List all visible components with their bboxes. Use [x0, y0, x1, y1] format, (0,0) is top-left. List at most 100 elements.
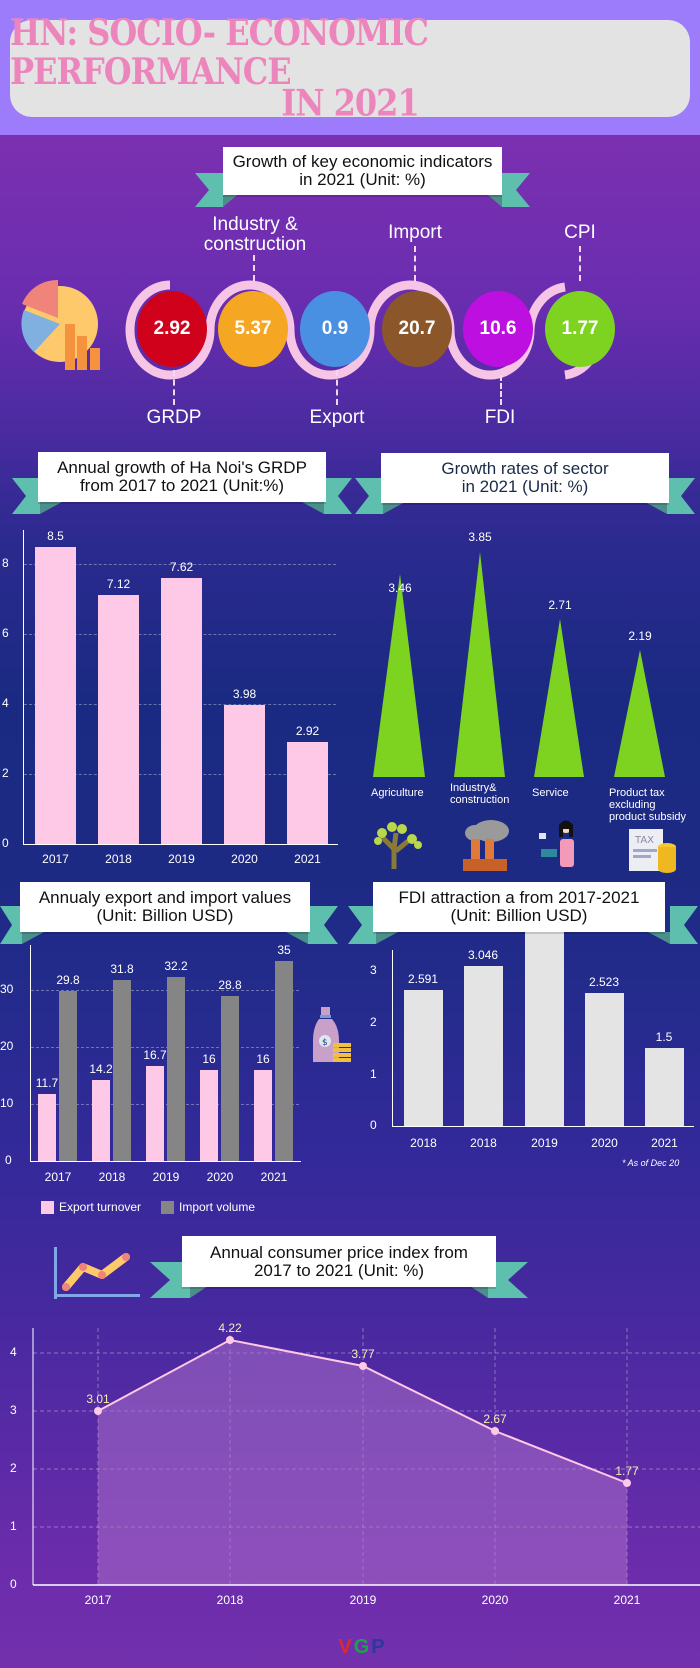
fdi-heading: FDI attraction a from 2017-2021 (Unit: B…: [373, 882, 665, 932]
connector: [414, 246, 416, 281]
fdi-note: * As of Dec 20: [622, 1158, 680, 1168]
connector: [500, 375, 502, 405]
sector-heading: Growth rates of sector in 2021 (Unit: %): [381, 453, 669, 503]
spike-value: 2.19: [628, 629, 652, 643]
x-axis: [23, 844, 338, 845]
spike-value: 3.46: [388, 581, 412, 595]
svg-text:TAX: TAX: [634, 835, 654, 846]
x-label: 2020: [591, 1136, 618, 1150]
page-title-line2: IN 2021: [281, 80, 419, 125]
sector-label-agriculture: Agriculture: [371, 787, 424, 799]
y-tick: 30: [0, 982, 14, 996]
heading-line: (Unit: Billion USD): [96, 906, 234, 925]
x-label: 2021: [651, 1136, 678, 1150]
label-line: Industry&: [450, 782, 497, 794]
label-industry: Industry & construction: [190, 215, 320, 255]
x-label: 2019: [531, 1136, 558, 1150]
indicator-value: 5.37: [234, 318, 272, 339]
bar-value: 35: [277, 943, 291, 957]
y-tick: 8: [2, 556, 9, 570]
y-tick: 1: [370, 1067, 377, 1081]
bar-2018: [98, 595, 139, 844]
x-axis: [30, 1161, 301, 1162]
point-value: 3.01: [86, 1392, 110, 1406]
x-label: 2021: [294, 852, 321, 866]
x-label: 2020: [206, 1170, 234, 1184]
bar-value: 14.2: [89, 1062, 113, 1076]
money-bag-icon: $: [313, 1007, 351, 1062]
tax-icon: TAX: [629, 829, 676, 873]
indicator-value: 1.77: [561, 318, 599, 339]
bar-value: 32.2: [164, 959, 188, 973]
point-value: 2.67: [483, 1412, 507, 1426]
label-line: construction: [203, 234, 307, 255]
x-label: 2018: [410, 1136, 437, 1150]
x-axis: [392, 1126, 694, 1127]
bar-2021: [287, 742, 328, 844]
y-tick: 1: [10, 1519, 17, 1533]
grid-line: [31, 1047, 299, 1048]
spike-value: 2.71: [548, 598, 572, 612]
indicator-value: 0.9: [321, 318, 349, 339]
bar-value: 7.62: [169, 560, 194, 574]
bar-value: 16.7: [143, 1048, 167, 1062]
heading-line: 2017 to 2021 (Unit: %): [253, 1260, 425, 1280]
page-title-line1: HN: SOCIO- ECONOMIC PERFORMANCE: [10, 10, 429, 93]
bar-value: 1.5: [655, 1030, 673, 1044]
sector-spikes: [373, 552, 665, 777]
fdi-bar: [525, 923, 564, 1126]
vgp-logo: VGP: [338, 1636, 387, 1658]
legend-export: Export turnover: [41, 1200, 141, 1214]
y-tick: 2: [370, 1015, 377, 1029]
ribbon-tails-icon: [355, 478, 695, 514]
y-tick: 20: [0, 1039, 14, 1053]
ribbon-tails-icon: [150, 1262, 528, 1298]
cpi-ribbon: Annual consumer price index from 2017 to…: [150, 1236, 528, 1298]
x-label: 2019: [349, 1593, 377, 1607]
trade-ribbon: Annualy export and import values (Unit: …: [0, 880, 338, 944]
connector: [336, 370, 338, 405]
title-box: HN: SOCIO- ECONOMIC PERFORMANCE IN 2021: [10, 12, 690, 122]
import-bar: [221, 996, 239, 1161]
fdi-bar: [645, 1048, 684, 1126]
tree-icon: [374, 822, 422, 869]
fdi-bar: [404, 990, 443, 1126]
x-label: 2018: [98, 1170, 126, 1184]
export-bar: [92, 1080, 110, 1161]
bar-2019: [161, 578, 202, 844]
indicator-value: 10.6: [479, 318, 517, 339]
y-tick: 3: [370, 963, 377, 977]
bar-value: 31.8: [110, 962, 134, 976]
y-tick: 4: [10, 1345, 17, 1359]
y-tick: 0: [10, 1577, 17, 1591]
fdi-chart: 0 1 2 3 4 2.591 3.046 3.883 2.523 1.5 20…: [360, 905, 700, 1210]
y-tick: 6: [2, 626, 9, 640]
bar-value: 3.98: [232, 687, 257, 701]
label-line: construction: [450, 794, 510, 806]
indicator-value: 2.92: [153, 318, 191, 339]
indicators-ribbon: Growth of key economic indicators in 202…: [195, 147, 530, 207]
legend-import: Import volume: [161, 1200, 255, 1214]
sector-label-service: Service: [532, 787, 569, 799]
spike-agriculture: [373, 574, 425, 777]
indicator-circle-cpi: 1.77: [545, 291, 615, 367]
spike-service: [534, 619, 584, 777]
heading-line: (Unit: Billion USD): [450, 906, 588, 925]
factory-icon: [463, 820, 509, 871]
heading-line: Annualy export and import values: [38, 888, 292, 907]
export-bar: [254, 1070, 272, 1161]
x-label: 2019: [168, 852, 195, 866]
y-axis: [23, 530, 24, 845]
ribbon-tails-icon: [348, 906, 698, 944]
ribbon-tails-icon: [12, 478, 352, 514]
cpi-chart: [32, 1328, 700, 1586]
heading-line: FDI attraction a from 2017-2021: [398, 888, 640, 907]
bar-value: 2.523: [588, 975, 620, 989]
y-tick: 2: [10, 1461, 17, 1475]
indicator-circle-export: 0.9: [300, 291, 370, 367]
heading-line: Annual consumer price index from: [210, 1242, 468, 1262]
grdp-chart: 0 2 4 6 8 8.5 7.12 7.62 3.98 2.92 2017 2…: [0, 525, 345, 866]
spike-tax: [614, 650, 665, 777]
heading-line: Growth of key economic indicators: [232, 152, 493, 171]
y-axis: [392, 950, 393, 1126]
